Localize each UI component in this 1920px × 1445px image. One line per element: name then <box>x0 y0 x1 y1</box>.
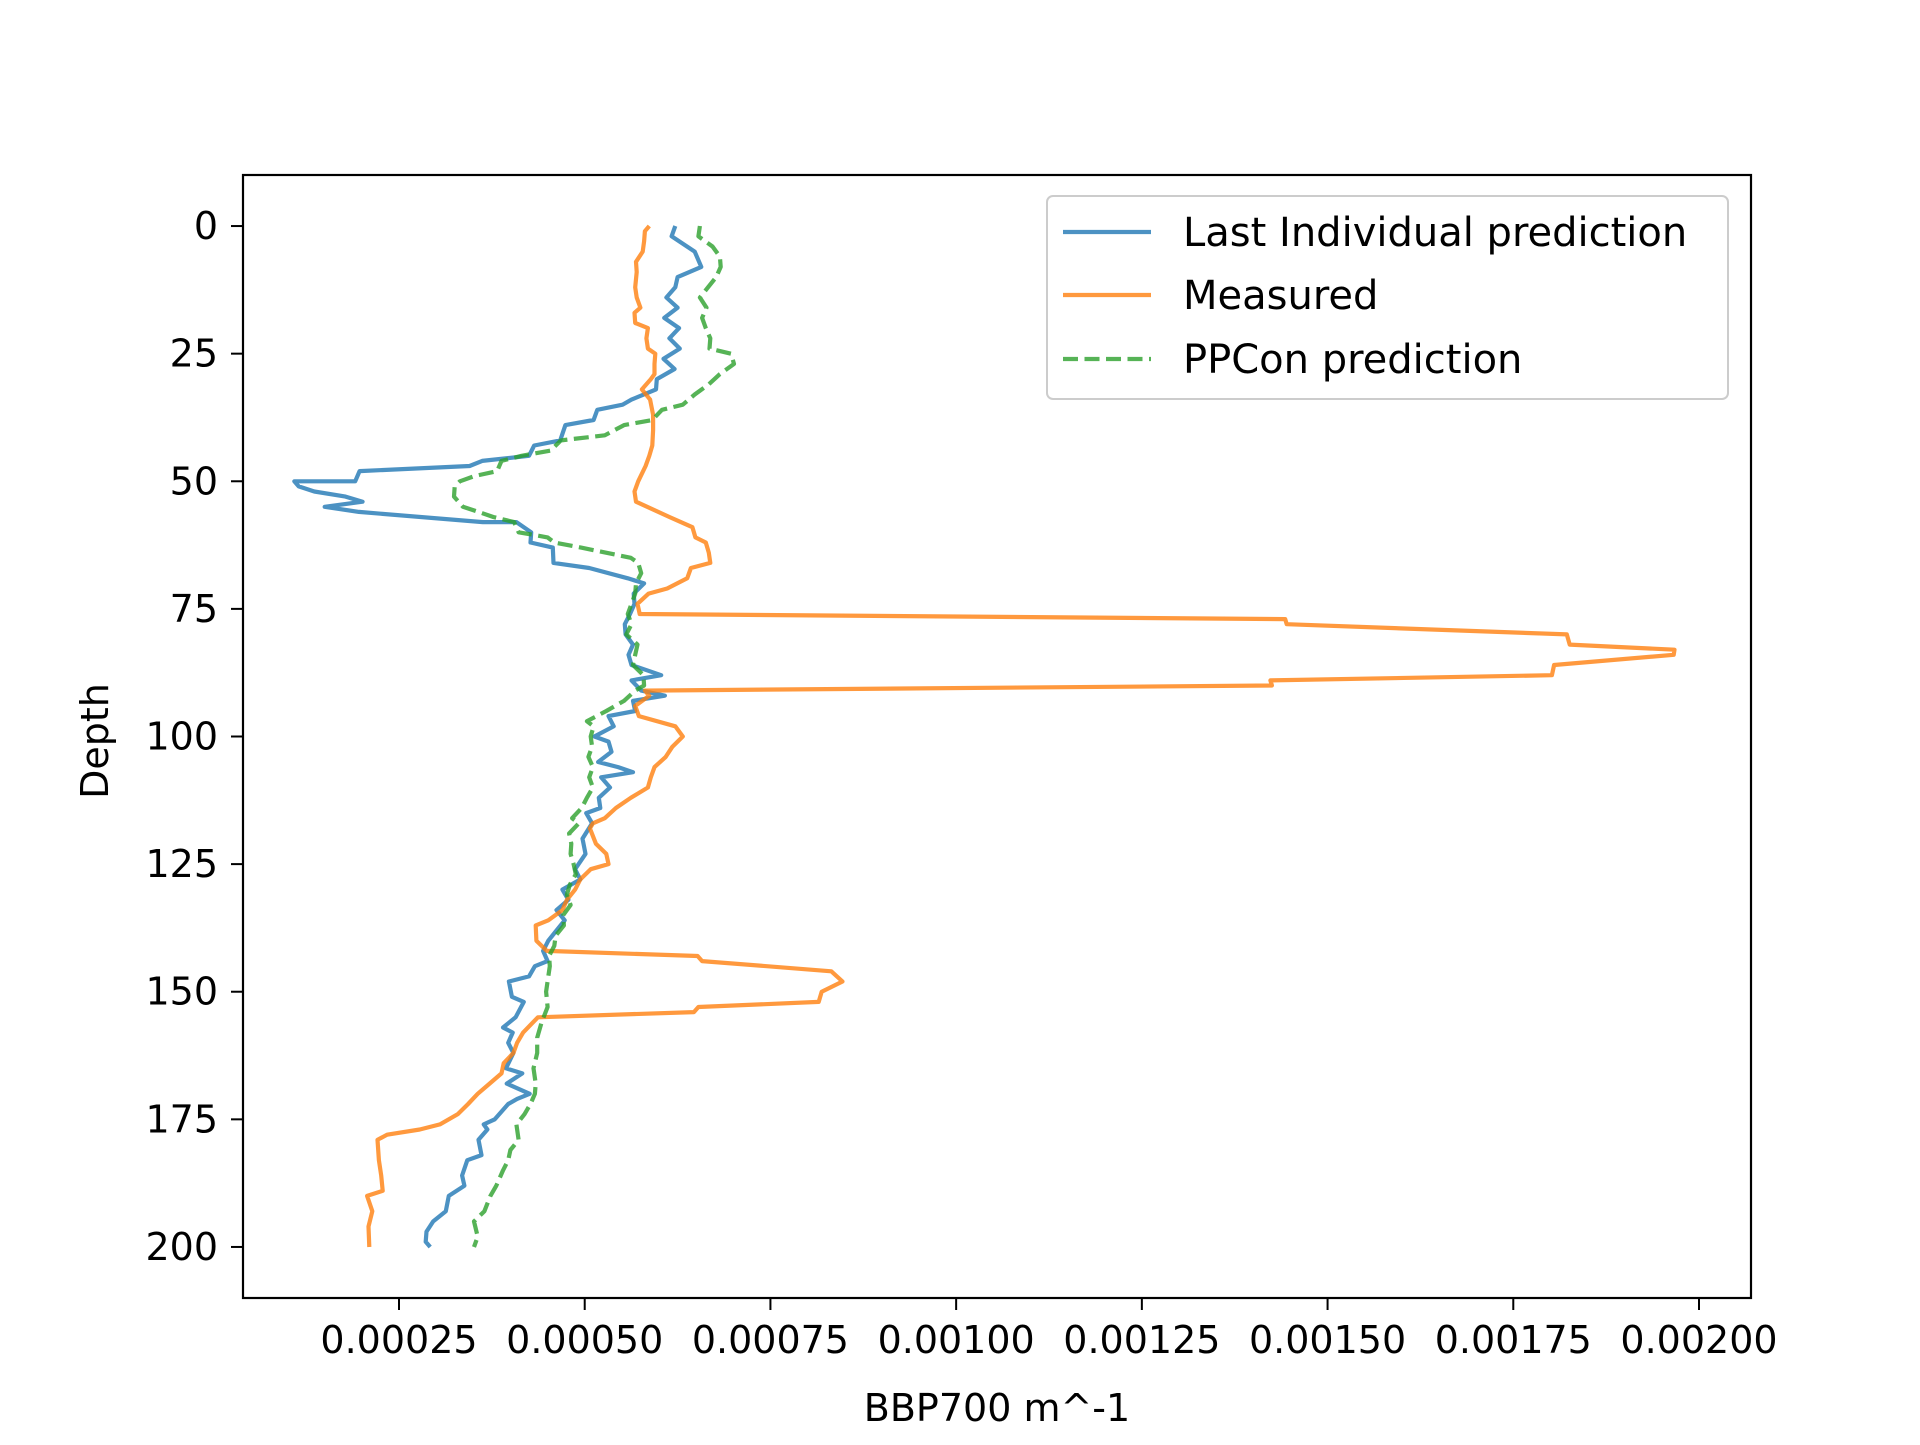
x-tick-label: 0.00050 <box>506 1318 663 1362</box>
y-tick-label: 200 <box>145 1225 218 1269</box>
x-tick-label: 0.00100 <box>878 1318 1035 1362</box>
y-tick-label: 0 <box>194 204 218 248</box>
y-axis-ticks: 0 25 50 75 100 125 150 175 200 <box>145 204 243 1269</box>
y-tick-label: 125 <box>145 842 218 886</box>
series-layer <box>292 224 1677 1249</box>
y-tick-label: 150 <box>145 970 218 1014</box>
series-line-3 <box>451 225 737 1248</box>
x-tick-label: 0.00175 <box>1435 1318 1592 1362</box>
y-tick-label: 50 <box>170 459 218 503</box>
y-axis-label: Depth <box>73 683 117 799</box>
y-tick-label: 175 <box>145 1097 218 1141</box>
legend-label-measured: Measured <box>1183 273 1378 319</box>
x-axis-ticks: 0.00025 0.00050 0.00075 0.00100 0.00125 0.001… <box>320 1298 1778 1362</box>
x-axis-label: BBP700 m^-1 <box>864 1386 1130 1430</box>
x-tick-label: 0.00075 <box>692 1318 849 1362</box>
x-tick-label: 0.00025 <box>320 1318 477 1362</box>
y-tick-label: 75 <box>170 587 218 631</box>
legend-label-last-individual: Last Individual prediction <box>1183 210 1687 256</box>
legend-frame <box>1046 195 1729 400</box>
x-tick-label: 0.00200 <box>1620 1318 1777 1362</box>
legend-label-ppcon: PPCon prediction <box>1183 337 1522 383</box>
x-tick-label: 0.00150 <box>1249 1318 1406 1362</box>
legend: Last Individual prediction Measured PPCo… <box>1046 195 1729 400</box>
y-tick-label: 25 <box>170 332 218 376</box>
x-tick-label: 0.00125 <box>1063 1318 1220 1362</box>
series-line-2 <box>365 224 1677 1248</box>
y-tick-label: 100 <box>145 715 218 759</box>
